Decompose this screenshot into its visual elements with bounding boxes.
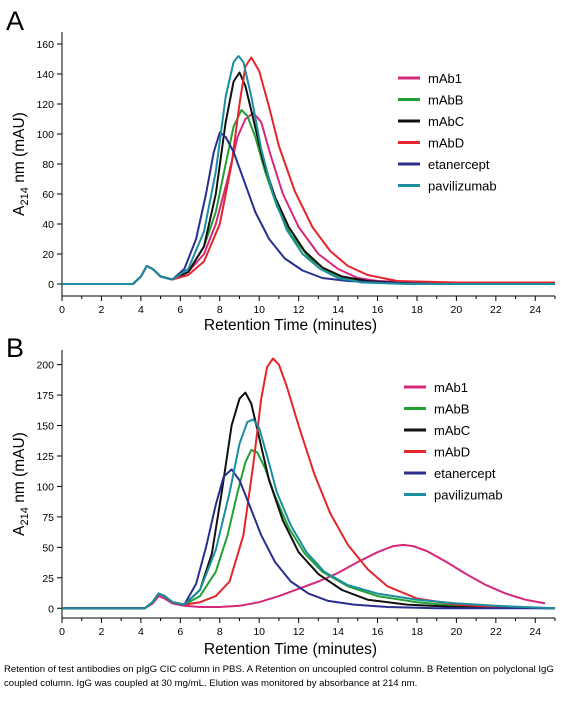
y-tick-label: 100 — [36, 129, 54, 141]
chart-panel-b: B0 2 4 6 8 10 12 14 16 18 20 22 24025507510012515017… — [6, 333, 556, 658]
chart-panel-a: A0 2 4 6 8 10 12 14 16 18 20 22 24020406080100120140… — [6, 6, 556, 334]
y-tick-label: 140 — [36, 69, 54, 81]
legend-label: etanercept — [434, 466, 496, 481]
series-line-pavilizumab — [62, 418, 555, 610]
x-tick-label: 10 — [253, 626, 265, 638]
panel-label: B — [6, 333, 24, 363]
y-tick-label: 80 — [42, 159, 54, 171]
legend-label: mAb1 — [434, 380, 468, 395]
y-tick-label: 60 — [42, 189, 54, 201]
chromatogram-figure: A0 2 4 6 8 10 12 14 16 18 20 22 24020406080100120140… — [6, 6, 556, 658]
y-tick-label: 100 — [36, 481, 54, 493]
legend-label: mAbD — [428, 136, 464, 151]
legend-label: pavilizumab — [428, 179, 497, 194]
x-tick-label: 20 — [451, 304, 463, 316]
x-tick-label: 24 — [529, 304, 541, 316]
y-tick-label: 160 — [36, 39, 54, 51]
x-tick-label: 14 — [332, 626, 344, 638]
x-tick-label: 22 — [490, 626, 502, 638]
y-tick-label: 200 — [36, 360, 54, 372]
x-tick-label: 6 — [177, 304, 183, 316]
x-tick-label: 22 — [490, 304, 502, 316]
series-line-pavilizumab — [62, 55, 555, 285]
y-tick-label: 0 — [48, 279, 54, 291]
y-tick-label: 25 — [42, 573, 54, 585]
y-tick-label: 40 — [42, 219, 54, 231]
legend-label: etanercept — [428, 157, 490, 172]
x-tick-label: 8 — [217, 626, 223, 638]
x-tick-label: 4 — [138, 304, 144, 316]
panel-label: A — [6, 6, 24, 36]
y-tick-label: 150 — [36, 421, 54, 433]
y-tick-label: 175 — [36, 390, 54, 402]
y-tick-label: 125 — [36, 451, 54, 463]
x-tick-label: 0 — [59, 626, 65, 638]
legend-label: mAbB — [434, 402, 469, 417]
x-tick-label: 14 — [332, 304, 344, 316]
x-tick-label: 18 — [411, 626, 423, 638]
x-tick-label: 24 — [529, 626, 541, 638]
legend-label: pavilizumab — [434, 488, 503, 503]
legend-label: mAb1 — [428, 71, 462, 86]
x-tick-label: 2 — [99, 626, 105, 638]
series-line-mabd — [62, 357, 555, 610]
x-tick-label: 8 — [217, 304, 223, 316]
x-tick-label: 20 — [451, 626, 463, 638]
x-tick-label: 16 — [372, 304, 384, 316]
x-axis-title: Retention Time (minutes) — [204, 317, 377, 334]
x-tick-label: 6 — [177, 626, 183, 638]
x-tick-label: 12 — [293, 626, 305, 638]
y-tick-label: 20 — [42, 249, 54, 261]
legend-label: mAbB — [428, 93, 463, 108]
x-tick-label: 12 — [293, 304, 305, 316]
legend-label: mAbC — [434, 423, 470, 438]
y-tick-label: 0 — [48, 603, 54, 615]
x-tick-label: 16 — [372, 626, 384, 638]
y-tick-label: 75 — [42, 512, 54, 524]
figure-caption: Retention of test antibodies on pIgG CIC… — [4, 664, 554, 689]
x-axis-title: Retention Time (minutes) — [204, 641, 377, 658]
y-tick-label: 50 — [42, 542, 54, 554]
y-axis-title: A214 nm (mAU) — [11, 112, 31, 216]
x-tick-label: 4 — [138, 626, 144, 638]
x-tick-label: 0 — [59, 304, 65, 316]
x-tick-label: 2 — [99, 304, 105, 316]
legend: mAb1 mAbB mAbC mAbD etanercept pavilizumab — [398, 71, 497, 194]
legend-label: mAbD — [434, 445, 470, 460]
legend-label: mAbC — [428, 114, 464, 129]
x-tick-label: 10 — [253, 304, 265, 316]
y-axis-title: A214 nm (mAU) — [11, 432, 31, 536]
x-tick-label: 18 — [411, 304, 423, 316]
series-line-mab1 — [62, 543, 546, 610]
series-line-etanercept — [62, 131, 555, 285]
legend: mAb1 mAbB mAbC mAbD etanercept pavilizumab — [404, 380, 503, 503]
y-tick-label: 120 — [36, 99, 54, 111]
